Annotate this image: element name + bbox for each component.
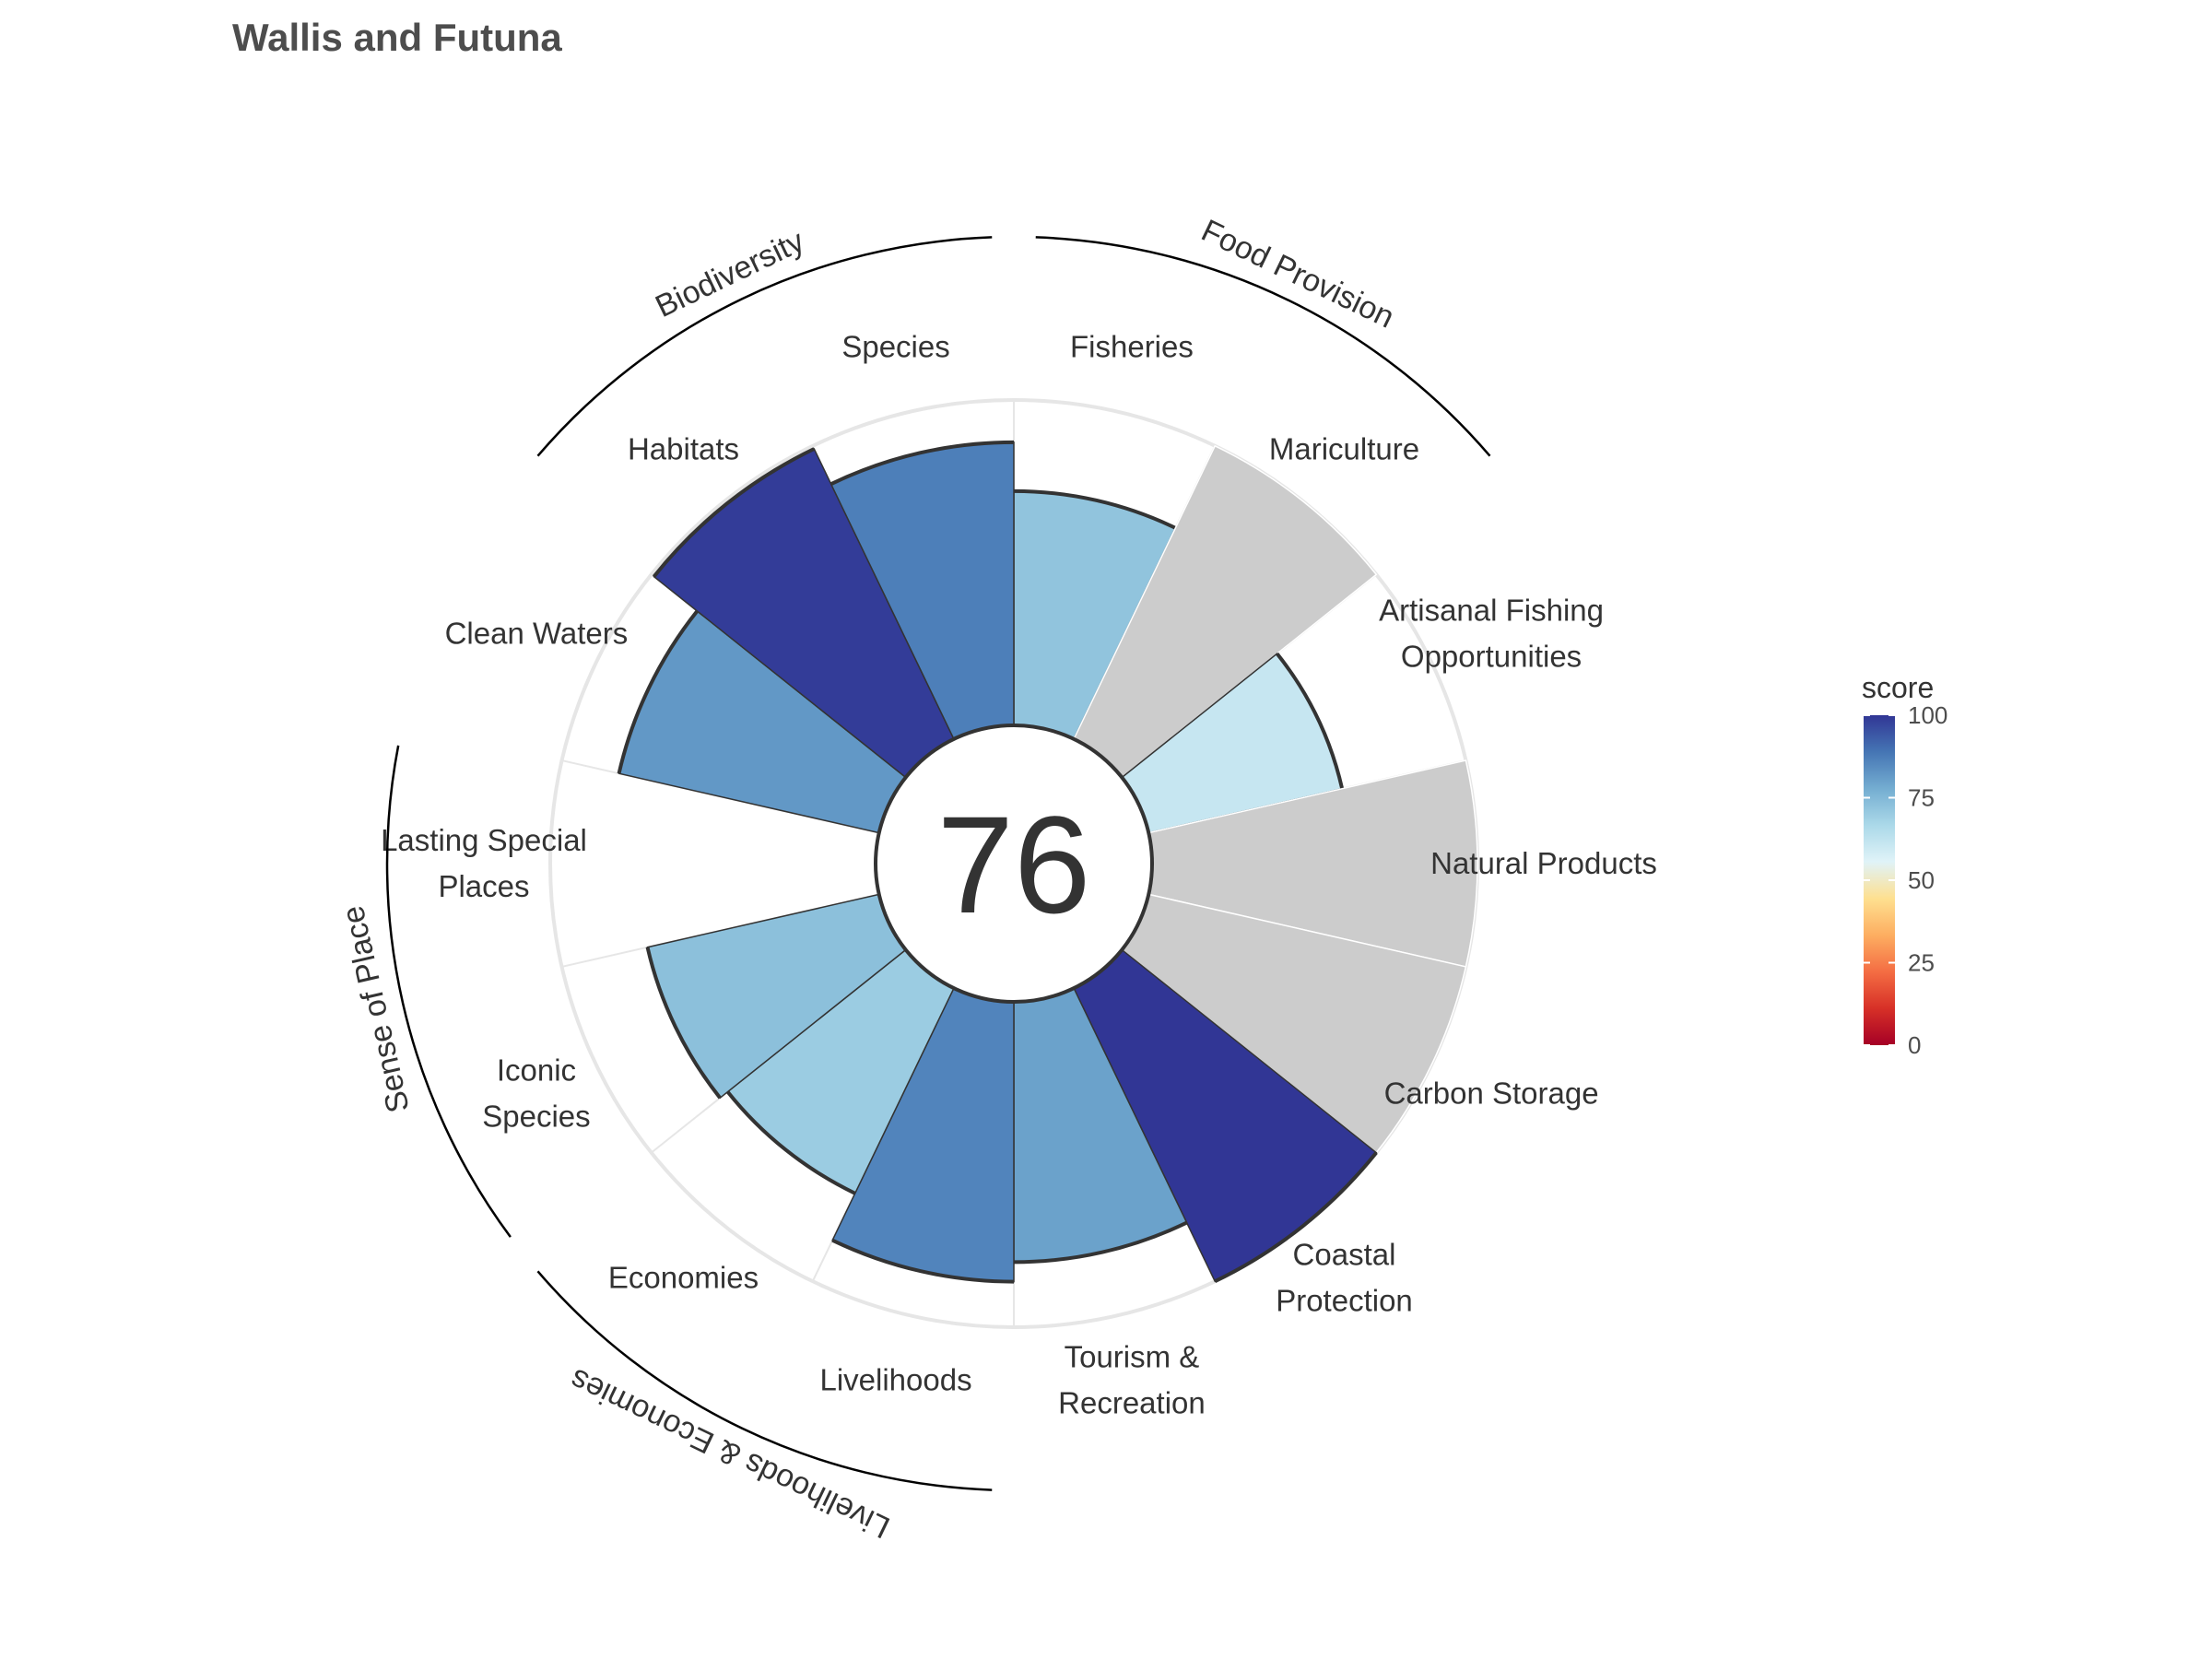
goal-label: Clean Waters [445, 617, 629, 651]
goal-label: Carbon Storage [1384, 1076, 1599, 1110]
petal-outline [652, 447, 816, 578]
goal-label: Artisanal Fishing Opportunities [1379, 594, 1604, 674]
petal-outline [830, 440, 1015, 486]
petal-outline [1214, 1151, 1378, 1283]
goal-label: Lasting Special Places [381, 823, 587, 903]
goal-label: Natural Products [1430, 846, 1657, 880]
group-arc [1035, 236, 1491, 457]
goal-label: Mariculture [1269, 431, 1419, 465]
petal-outline [1013, 488, 1177, 530]
goal-labels: Fisheries Mariculture Artisanal Fishing Opp… [381, 329, 1657, 1419]
legend-tick-label: 50 [1908, 866, 1935, 894]
group-arc [385, 745, 512, 1238]
legend-tick-label: 75 [1908, 784, 1935, 812]
legend-tick-label: 0 [1908, 1031, 1921, 1059]
goal-label: Species [841, 329, 949, 363]
center-score: 76 [937, 787, 1091, 942]
legend: score 0 25 50 75 100 [1862, 671, 1947, 1059]
legend-title: score [1862, 671, 1934, 704]
legend-tick-label: 100 [1908, 701, 1947, 729]
goal-label: Livelihoods [819, 1363, 971, 1397]
goal-label: Coastal Protection [1276, 1238, 1413, 1318]
petal-outline [617, 609, 699, 774]
petal-outline [831, 1238, 1015, 1284]
petal-outline [725, 1090, 856, 1195]
petal-outline [1276, 652, 1345, 790]
goal-label: Habitats [628, 431, 739, 465]
chart-title: Wallis and Futuna [232, 16, 562, 59]
petal-outline [1013, 1220, 1188, 1265]
goal-label: Economies [608, 1261, 759, 1295]
group-arc [536, 1270, 993, 1491]
goal-label: Fisheries [1070, 329, 1194, 363]
goal-label: Tourism & Recreation [1058, 1340, 1206, 1420]
center-circle [874, 724, 1154, 1004]
petal-outline [645, 947, 722, 1100]
group-arc [536, 236, 993, 457]
legend-tick-label: 25 [1908, 949, 1935, 977]
group-label: Biodiversity [650, 223, 809, 324]
goal-label: Iconic Species [482, 1053, 590, 1133]
